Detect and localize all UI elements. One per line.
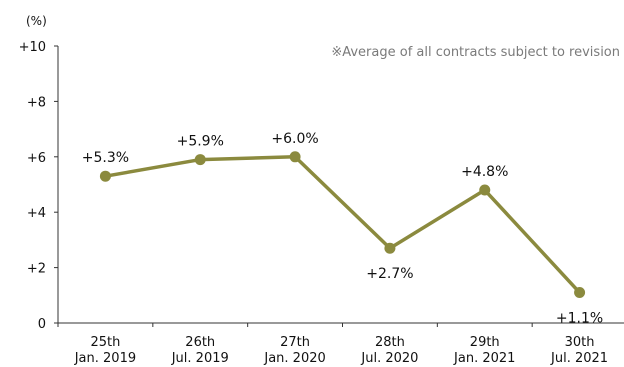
data-points <box>99 151 586 299</box>
data-label: +2.7% <box>366 266 413 282</box>
y-tick-label: +10 <box>19 40 46 55</box>
series-line <box>103 155 582 295</box>
data-point <box>479 184 491 196</box>
x-tick-label-line2: Jan. 2021 <box>453 351 515 366</box>
x-tick-label-line1: 27th <box>280 335 310 350</box>
data-label: +1.1% <box>556 311 603 327</box>
data-point <box>574 287 586 299</box>
x-tick-label-line2: Jul. 2019 <box>171 351 229 366</box>
data-point <box>99 170 111 182</box>
data-label: +6.0% <box>271 131 318 147</box>
y-tick-label: +8 <box>27 95 46 110</box>
x-tick-label-line1: 25th <box>90 335 120 350</box>
x-tick-label-line2: Jan. 2019 <box>74 351 136 366</box>
chart-note: ※Average of all contracts subject to rev… <box>331 45 620 60</box>
data-label: +5.9% <box>177 134 224 150</box>
x-tick-label-line2: Jul. 2020 <box>360 351 418 366</box>
y-tick-label: +2 <box>27 262 46 277</box>
data-point <box>384 242 396 254</box>
y-tick-label: +6 <box>27 151 46 166</box>
y-tick-label: +4 <box>27 206 46 221</box>
data-label: +4.8% <box>461 164 508 180</box>
y-tick-label: 0 <box>38 317 46 332</box>
data-label: +5.3% <box>82 150 129 166</box>
y-axis-ticks: 0 +2 +4 +6 +8 +10 <box>19 40 58 332</box>
x-tick-label-line1: 26th <box>185 335 215 350</box>
data-point <box>194 154 206 166</box>
x-tick-label-line1: 29th <box>470 335 500 350</box>
x-tick-label-line2: Jul. 2021 <box>550 351 608 366</box>
x-tick-label-line1: 30th <box>565 335 595 350</box>
x-tick-label-line1: 28th <box>375 335 405 350</box>
x-tick-label-line2: Jan. 2020 <box>263 351 325 366</box>
data-point <box>289 151 301 163</box>
y-unit-label: (%) <box>26 14 47 28</box>
data-labels: +5.3% +5.9% +6.0% +2.7% +4.8% +1.1% <box>82 131 603 327</box>
